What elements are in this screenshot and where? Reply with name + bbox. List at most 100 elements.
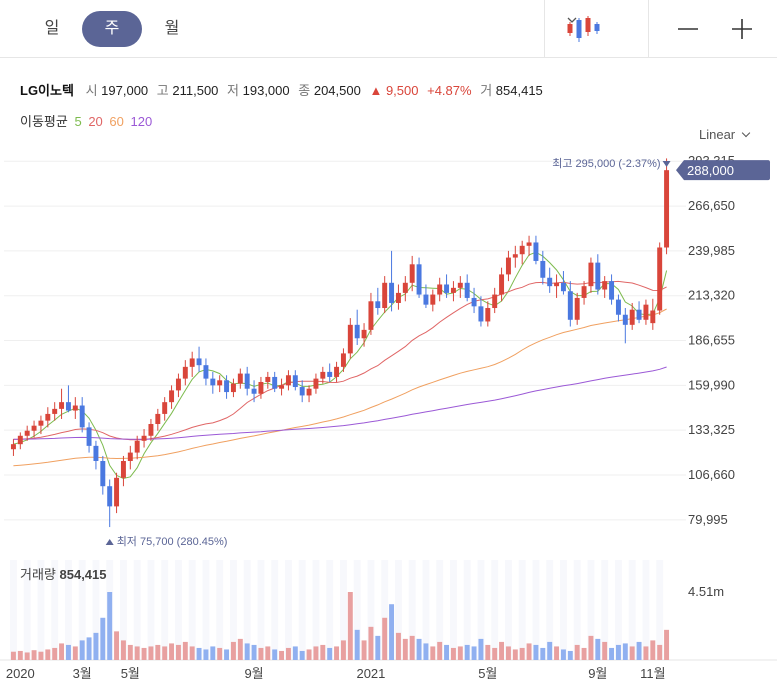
candle-body [162, 402, 168, 414]
candle-body [389, 282, 395, 303]
volume-bar [244, 643, 250, 660]
candle-body [244, 373, 250, 389]
y-tick-label: 186,655 [688, 333, 735, 348]
zoom-in-button[interactable] [725, 12, 759, 46]
y-tick-label: 159,990 [688, 377, 735, 392]
volume-bar [492, 647, 498, 660]
candle-body [416, 264, 422, 295]
volume-bar [430, 646, 436, 660]
volume-bar [127, 644, 133, 660]
candle-body [93, 445, 99, 461]
volume-bar [361, 640, 367, 660]
candle-body [554, 282, 560, 287]
volume-bar [450, 647, 456, 660]
volume-bg-stripe [230, 560, 237, 660]
volume-bar [423, 643, 429, 660]
volume-bar [210, 646, 216, 660]
volume-bg-stripe [312, 560, 320, 660]
volume-bar [375, 635, 381, 660]
tab-day[interactable]: 일 [44, 20, 60, 37]
x-tick-label: 9월 [588, 666, 607, 681]
volume-bar [478, 638, 484, 660]
volume-bar [162, 646, 168, 660]
current-price-tag [676, 160, 770, 181]
volume-bar [107, 592, 113, 660]
volume-bg-stripe [656, 560, 664, 660]
volume-bg-stripe [518, 560, 526, 660]
volume-bg-stripe [92, 560, 100, 660]
candle-body [478, 306, 484, 322]
volume-bg-stripe [505, 560, 512, 660]
candle-body [217, 380, 223, 386]
volume-bar [416, 638, 422, 660]
candle-body [169, 390, 175, 403]
volume-bg-stripe [78, 560, 86, 660]
tab-month[interactable]: 월 [164, 20, 180, 37]
volume-bar [86, 637, 92, 660]
volume-bg-stripe [477, 560, 485, 660]
volume-bg-stripe [257, 560, 265, 660]
moving-average-legend[interactable]: 이동평균 5 20 60 120 [20, 111, 155, 130]
volume-bar [574, 644, 580, 660]
candlestick-icon [567, 16, 600, 42]
high-marker-arrow-icon [662, 161, 671, 167]
volume-bg-stripe [51, 560, 59, 660]
volume-bar [306, 649, 312, 660]
candle-body [444, 284, 450, 293]
candle-body [279, 385, 285, 389]
zoom-out-button[interactable] [671, 12, 705, 46]
candle-body [574, 297, 580, 320]
volume-bar [279, 650, 285, 660]
x-tick-label: 2021 [356, 666, 385, 681]
candle-body [189, 358, 195, 367]
y-tick-label: 239,985 [688, 243, 735, 258]
plus-icon [732, 19, 752, 39]
moving-average-lines [13, 251, 668, 480]
volume-bar [560, 649, 566, 660]
volume-bar [79, 640, 85, 660]
volume-bg-stripe [546, 560, 554, 660]
volume-bar [581, 647, 587, 660]
candle-body [24, 430, 30, 436]
ma60-label: 60 [109, 114, 124, 129]
ma120-line [13, 366, 667, 440]
volume-bar [382, 617, 388, 660]
volume-bg-stripe [188, 560, 196, 660]
volume-bg-stripe [560, 560, 567, 660]
ma5-line [13, 251, 668, 480]
candle-body [340, 353, 346, 367]
toolbar-divider [544, 0, 545, 58]
candle-body [72, 405, 78, 411]
scale-dropdown[interactable]: Linear [699, 127, 749, 142]
volume-bar [327, 647, 333, 660]
candle-body [148, 424, 154, 436]
volume-bg-stripe [532, 560, 540, 660]
candle-body [52, 408, 58, 414]
toolbar-divider [648, 0, 649, 58]
chart-type-dropdown[interactable] [560, 12, 640, 46]
candle-body [402, 282, 408, 293]
candle-body [505, 257, 511, 275]
candle-body [375, 301, 381, 309]
volume-bg-stripe [463, 560, 471, 660]
ma60-line [13, 308, 667, 467]
candle-body [547, 277, 553, 287]
candle-body [86, 427, 92, 446]
volume-bar [533, 644, 539, 660]
candle-body [59, 402, 65, 409]
candle-body [230, 383, 236, 393]
close-value: 204,500 [313, 83, 361, 98]
volume-bar [10, 651, 16, 660]
volume-bar [526, 643, 532, 660]
candle-body [595, 262, 601, 290]
volume-bar [643, 646, 649, 660]
volume-bar [615, 644, 621, 660]
volume-bar [347, 592, 353, 660]
candle-body [210, 378, 216, 386]
tab-week[interactable]: 주 [82, 11, 142, 47]
volume-bar [251, 644, 257, 660]
volume-bar [65, 644, 71, 660]
candle-body [31, 425, 37, 431]
volume-bar [595, 638, 601, 660]
